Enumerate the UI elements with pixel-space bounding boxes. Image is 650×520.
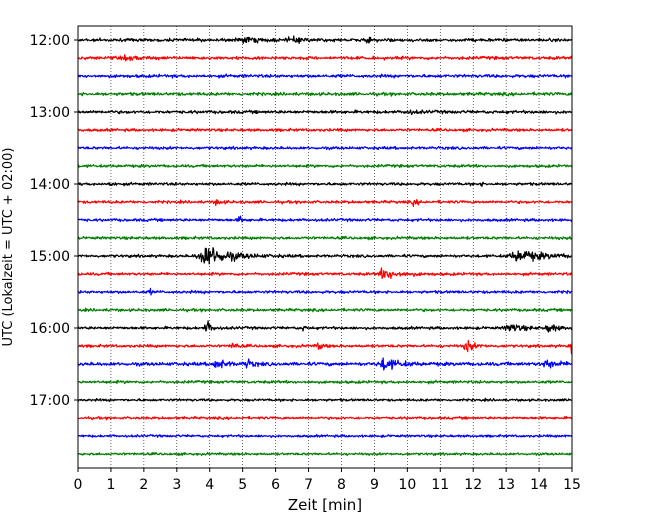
x-tick-label-15: 15 (563, 477, 581, 493)
trace-1500 (77, 247, 573, 265)
x-tick-label-4: 4 (205, 477, 214, 493)
trace-1215 (77, 54, 573, 62)
x-tick-label-8: 8 (337, 477, 346, 493)
trace-1700 (77, 397, 573, 403)
trace-1300 (77, 109, 573, 116)
trace-1445 (77, 235, 573, 241)
trace-1415 (77, 199, 573, 207)
x-tick-label-13: 13 (497, 477, 515, 493)
trace-1715 (77, 415, 573, 421)
x-tick-label-5: 5 (238, 477, 247, 493)
x-axis: 0 1 2 3 4 5 6 7 8 9 10 11 12 13 14 15 (74, 468, 581, 493)
trace-1515 (77, 267, 573, 280)
trace-1600 (77, 320, 573, 333)
trace-1530 (77, 287, 573, 296)
y-tick-label-1500: 15:00 (30, 249, 70, 265)
y-tick-label-1200: 12:00 (30, 33, 70, 49)
x-tick-label-11: 11 (431, 477, 449, 493)
traces-layer (77, 35, 573, 457)
trace-1615 (77, 339, 573, 355)
x-tick-label-10: 10 (398, 477, 416, 493)
trace-1630 (77, 357, 573, 371)
x-tick-label-7: 7 (304, 477, 313, 493)
plot-frame (77, 25, 573, 469)
trace-1400 (77, 181, 573, 188)
y-tick-label-1400: 14:00 (30, 177, 70, 193)
y-tick-label-1300: 13:00 (30, 105, 70, 121)
x-tick-label-2: 2 (139, 477, 148, 493)
trace-1645 (77, 379, 573, 385)
x-tick-label-1: 1 (106, 477, 115, 493)
trace-1430 (77, 215, 573, 223)
x-tick-label-6: 6 (271, 477, 280, 493)
x-axis-label: Zeit [min] (288, 496, 362, 514)
trace-1200 (77, 35, 573, 45)
y-tick-label-1600: 16:00 (30, 321, 70, 337)
trace-1545 (77, 307, 573, 313)
y-axis-label: UTC (Lokalzeit = UTC + 02:00) (1, 148, 16, 347)
y-tick-label-1700: 17:00 (30, 393, 70, 409)
trace-1245 (77, 91, 573, 97)
y-axis: 12:00 13:00 14:00 15:00 16:00 17:00 (30, 33, 78, 409)
trace-1730 (77, 433, 573, 439)
trace-1315 (77, 127, 573, 133)
x-tick-label-9: 9 (370, 477, 379, 493)
x-tick-label-12: 12 (464, 477, 482, 493)
x-tick-label-0: 0 (74, 477, 83, 493)
x-tick-label-3: 3 (172, 477, 181, 493)
trace-1345 (77, 163, 573, 169)
trace-1230 (77, 73, 573, 79)
trace-1330 (77, 145, 573, 151)
trace-1745 (77, 451, 573, 457)
x-tick-label-14: 14 (530, 477, 548, 493)
